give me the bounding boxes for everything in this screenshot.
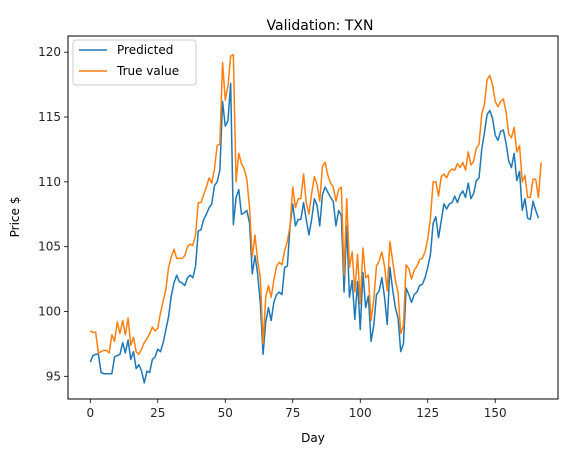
y-tick-label: 105 — [38, 240, 61, 254]
x-axis-label: Day — [301, 431, 325, 445]
y-axis-label: Price $ — [8, 197, 22, 238]
series-line-predicted — [89, 82, 540, 384]
series-line-true-value — [89, 54, 542, 356]
y-tick-label: 110 — [38, 175, 61, 189]
x-tick-label: 125 — [416, 406, 439, 420]
y-tick-label: 120 — [38, 45, 61, 59]
legend-box — [72, 39, 197, 86]
y-tick-label: 115 — [38, 110, 61, 124]
plot-frame — [67, 35, 559, 400]
legend: Predicted True value — [72, 39, 197, 86]
x-tick-label: 0 — [86, 406, 94, 420]
x-tick-label: 50 — [218, 406, 233, 420]
x-tick-label: 75 — [285, 406, 300, 420]
x-tick-label: 100 — [349, 406, 372, 420]
y-tick-label: 95 — [46, 369, 61, 383]
y-tick-label: 100 — [38, 304, 61, 318]
x-tick-label: 25 — [150, 406, 165, 420]
x-tick-label: 150 — [484, 406, 507, 420]
chart-title: Validation: TXN — [267, 18, 374, 34]
legend-label-predicted: Predicted — [117, 43, 173, 57]
legend-label-true-value: True value — [116, 64, 179, 78]
